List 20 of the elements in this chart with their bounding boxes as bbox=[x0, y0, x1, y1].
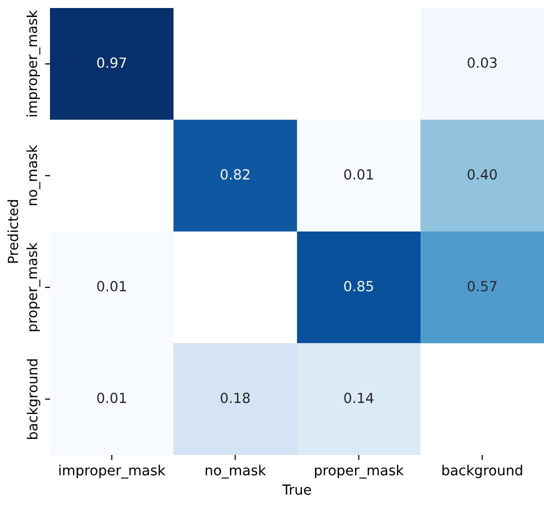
x-tick-label: background bbox=[442, 464, 522, 478]
data-label: 0.01 bbox=[97, 392, 126, 404]
y-tick-label: proper_mask bbox=[26, 242, 40, 332]
x-tick-label: proper_mask bbox=[314, 464, 404, 479]
y-tick-label: improper_mask bbox=[26, 10, 40, 116]
data-label: 0.01 bbox=[97, 280, 126, 292]
data-label: 0.57 bbox=[468, 280, 497, 292]
data-label: 0.18 bbox=[220, 392, 250, 404]
data-label: 0.97 bbox=[97, 57, 126, 68]
y-axis-title: Predicted bbox=[7, 200, 18, 263]
data-label: 0.85 bbox=[344, 280, 373, 292]
data-label: 0.82 bbox=[220, 169, 250, 180]
data-label: 0.01 bbox=[344, 169, 373, 180]
data-label: 0.03 bbox=[468, 57, 497, 68]
data-label: 0.40 bbox=[468, 169, 497, 180]
y-tick-label: no_mask bbox=[26, 144, 40, 206]
x-tick-label: improper_mask bbox=[59, 464, 166, 479]
data-label: 0.14 bbox=[344, 392, 374, 404]
x-axis-title: True bbox=[282, 484, 312, 495]
x-tick-label: no_mask bbox=[206, 464, 266, 479]
